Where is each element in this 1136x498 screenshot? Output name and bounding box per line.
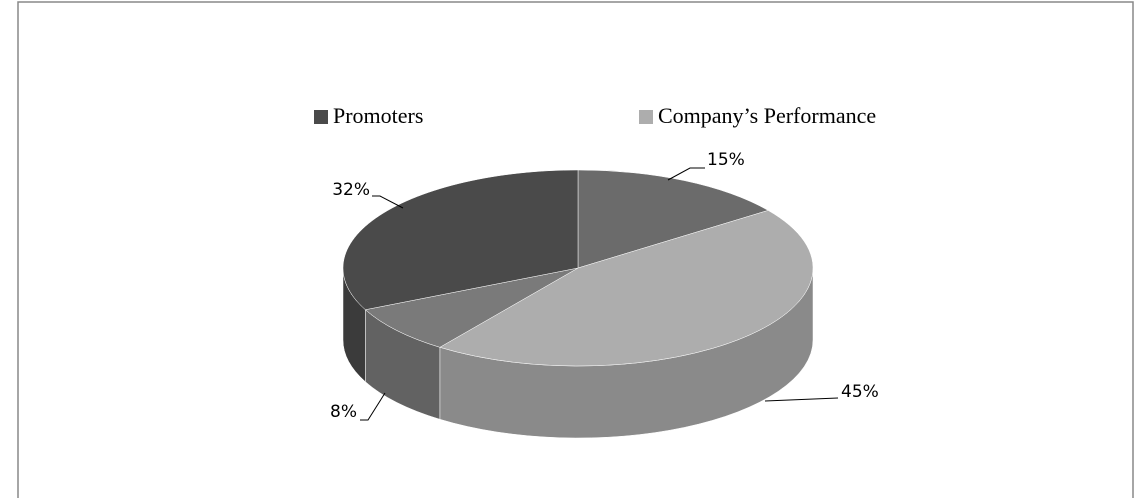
slice <box>342 169 579 310</box>
legend-swatch <box>314 110 328 124</box>
legend-label: Promoters <box>333 103 423 128</box>
leader-line <box>667 167 705 181</box>
data-label: 8% <box>330 402 357 422</box>
slice <box>577 169 769 269</box>
data-label: 32% <box>332 180 370 200</box>
legend-swatch <box>639 110 653 124</box>
slice <box>439 210 814 367</box>
leader-line <box>764 397 839 402</box>
legend-label: Company’s Performance <box>658 103 876 128</box>
data-label: 45% <box>841 382 879 402</box>
leader-line <box>360 392 386 421</box>
frame <box>17 1 1134 498</box>
slice <box>364 267 579 348</box>
data-label: 15% <box>707 150 745 170</box>
leader-line <box>372 195 404 209</box>
